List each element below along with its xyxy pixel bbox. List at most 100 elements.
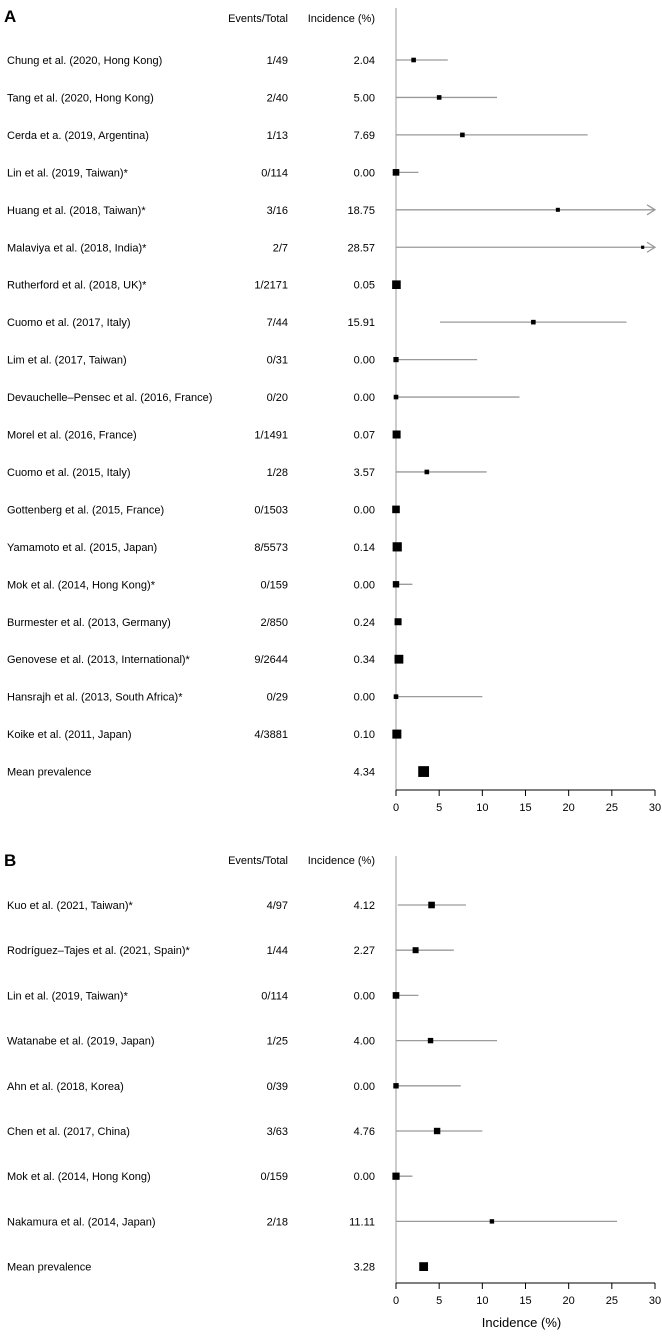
point-estimate-marker [436, 95, 442, 100]
incidence-value: 0.07 [354, 430, 375, 442]
x-tick-label: 20 [563, 802, 575, 814]
incidence-value: 0.00 [354, 692, 375, 704]
study-row: Watanabe et al. (2019, Japan) 1/25 4.00 [7, 1036, 498, 1048]
x-tick-label: 25 [606, 1295, 618, 1307]
study-row: Tang et al. (2020, Hong Kong) 2/40 5.00 [7, 92, 498, 104]
incidence-value: 0.00 [354, 392, 375, 404]
incidence-value: 2.27 [354, 945, 375, 957]
study-row: Mok et al. (2014, Hong Kong)* 0/159 0.00 [7, 579, 413, 591]
events-total-value: 4/3881 [254, 729, 288, 741]
x-tick-label: 5 [436, 802, 442, 814]
point-estimate-marker [392, 169, 400, 176]
incidence-value: 15.91 [347, 317, 375, 329]
point-estimate-marker [393, 394, 399, 400]
study-row: Rutherford et al. (2018, UK)* 1/2171 0.05 [7, 280, 401, 292]
incidence-value: 0.00 [354, 355, 375, 367]
study-label: Cuomo et al. (2017, Italy) [7, 317, 131, 329]
ci-arrow [646, 241, 657, 253]
events-total-value: 0/114 [261, 167, 288, 179]
incidence-value: 7.69 [354, 130, 375, 142]
study-label: Rodríguez–Tajes et al. (2021, Spain)* [7, 945, 191, 957]
events-total-value: 0/159 [260, 1171, 288, 1183]
study-row: Chen et al. (2017, China) 3/63 4.76 [7, 1126, 483, 1138]
study-row: Burmester et al. (2013, Germany) 2/850 0.2… [7, 617, 402, 629]
header-incidence: Incidence (%) [308, 13, 375, 25]
point-estimate-marker [433, 1127, 441, 1135]
study-label: Ahn et al. (2018, Korea) [7, 1081, 124, 1093]
panel-label: B [4, 851, 16, 870]
x-tick-label: 15 [519, 802, 531, 814]
point-estimate-marker [392, 505, 400, 514]
x-tick-label: 30 [649, 1295, 661, 1307]
study-label: Lin et al. (2019, Taiwan)* [7, 167, 129, 179]
events-total-value: 0/1503 [254, 504, 288, 516]
x-tick-label: 25 [606, 802, 618, 814]
x-axis: 0 5 10 15 20 25 30 Incidence (%) [393, 1282, 661, 1330]
point-estimate-marker [427, 1037, 434, 1044]
point-estimate-marker [460, 132, 465, 138]
study-label: Lim et al. (2017, Taiwan) [7, 355, 127, 367]
point-estimate-marker [392, 542, 402, 552]
study-label: Lin et al. (2019, Taiwan)* [7, 990, 129, 1002]
point-estimate-marker [392, 1172, 400, 1180]
events-total-value: 2/18 [267, 1216, 288, 1228]
x-axis: 0 5 10 15 20 25 30 [393, 789, 661, 814]
events-total-value: 1/2171 [254, 280, 288, 292]
study-label: Tang et al. (2020, Hong Kong) [7, 92, 154, 104]
incidence-value: 11.11 [349, 1216, 375, 1228]
study-label: Rutherford et al. (2018, UK)* [7, 280, 147, 292]
events-total-value: 1/28 [267, 467, 288, 479]
incidence-value: 0.14 [354, 542, 375, 554]
x-axis-title: Incidence (%) [482, 1315, 561, 1330]
incidence-value: 18.75 [347, 205, 375, 217]
mean-prevalence-marker [419, 1262, 429, 1271]
incidence-value: 0.24 [354, 617, 375, 629]
header-events-total: Events/Total [228, 13, 288, 25]
study-row: Huang et al. (2018, Taiwan)* 3/16 18.75 [7, 204, 657, 217]
point-estimate-marker [531, 319, 536, 325]
point-estimate-marker [392, 430, 401, 439]
events-total-value: 1/13 [267, 130, 288, 142]
study-row: Cuomo et al. (2017, Italy) 7/44 15.91 [7, 317, 627, 329]
study-label: Koike et al. (2011, Japan) [7, 729, 132, 741]
x-tick-label: 15 [519, 1295, 531, 1307]
incidence-value: 4.00 [354, 1036, 375, 1048]
x-tick-label: 0 [393, 1295, 399, 1307]
point-estimate-marker [393, 1083, 399, 1089]
incidence-value: 0.10 [354, 729, 375, 741]
study-row: Devauchelle–Pensec et al. (2016, France)… [7, 392, 520, 404]
point-estimate-marker [394, 654, 404, 664]
point-estimate-marker [424, 469, 430, 475]
study-label: Cuomo et al. (2015, Italy) [7, 467, 131, 479]
point-estimate-marker [412, 947, 419, 954]
events-total-value: 8/5573 [254, 542, 288, 554]
incidence-value: 3.28 [354, 1262, 375, 1274]
events-total-value: 4/97 [267, 900, 288, 912]
study-row: Lin et al. (2019, Taiwan)* 0/114 0.00 [7, 167, 419, 179]
study-row: Hansrajh et al. (2013, South Africa)* 0/2… [7, 692, 483, 704]
incidence-value: 3.57 [354, 467, 375, 479]
study-row: Rodríguez–Tajes et al. (2021, Spain)* 1/4… [7, 945, 454, 957]
incidence-value: 0.00 [354, 167, 375, 179]
events-total-value: 2/40 [267, 92, 288, 104]
study-label: Watanabe et al. (2019, Japan) [7, 1036, 155, 1048]
study-row: Mean prevalence 3.28 [7, 1262, 429, 1274]
incidence-value: 4.76 [354, 1126, 375, 1138]
study-row: Lim et al. (2017, Taiwan) 0/31 0.00 [7, 355, 478, 367]
x-tick-label: 30 [649, 802, 661, 814]
study-row: Genovese et al. (2013, International)* 9/… [7, 654, 404, 666]
events-total-value: 2/7 [273, 242, 288, 254]
x-tick-label: 10 [476, 1295, 488, 1307]
study-row: Malaviya et al. (2018, India)* 2/7 28.57 [7, 241, 657, 254]
incidence-value: 0.00 [354, 504, 375, 516]
study-row: Mok et al. (2014, Hong Kong) 0/159 0.00 [7, 1171, 413, 1183]
events-total-value: 2/850 [260, 617, 288, 629]
events-total-value: 3/16 [267, 205, 288, 217]
events-total-value: 1/44 [267, 945, 288, 957]
point-estimate-marker [392, 992, 400, 999]
incidence-value: 0.00 [354, 990, 375, 1002]
panel-a: A Events/Total Incidence (%) Chung et al. (… [4, 7, 661, 814]
ci-arrow [646, 204, 657, 216]
events-total-value: 1/1491 [254, 430, 288, 442]
